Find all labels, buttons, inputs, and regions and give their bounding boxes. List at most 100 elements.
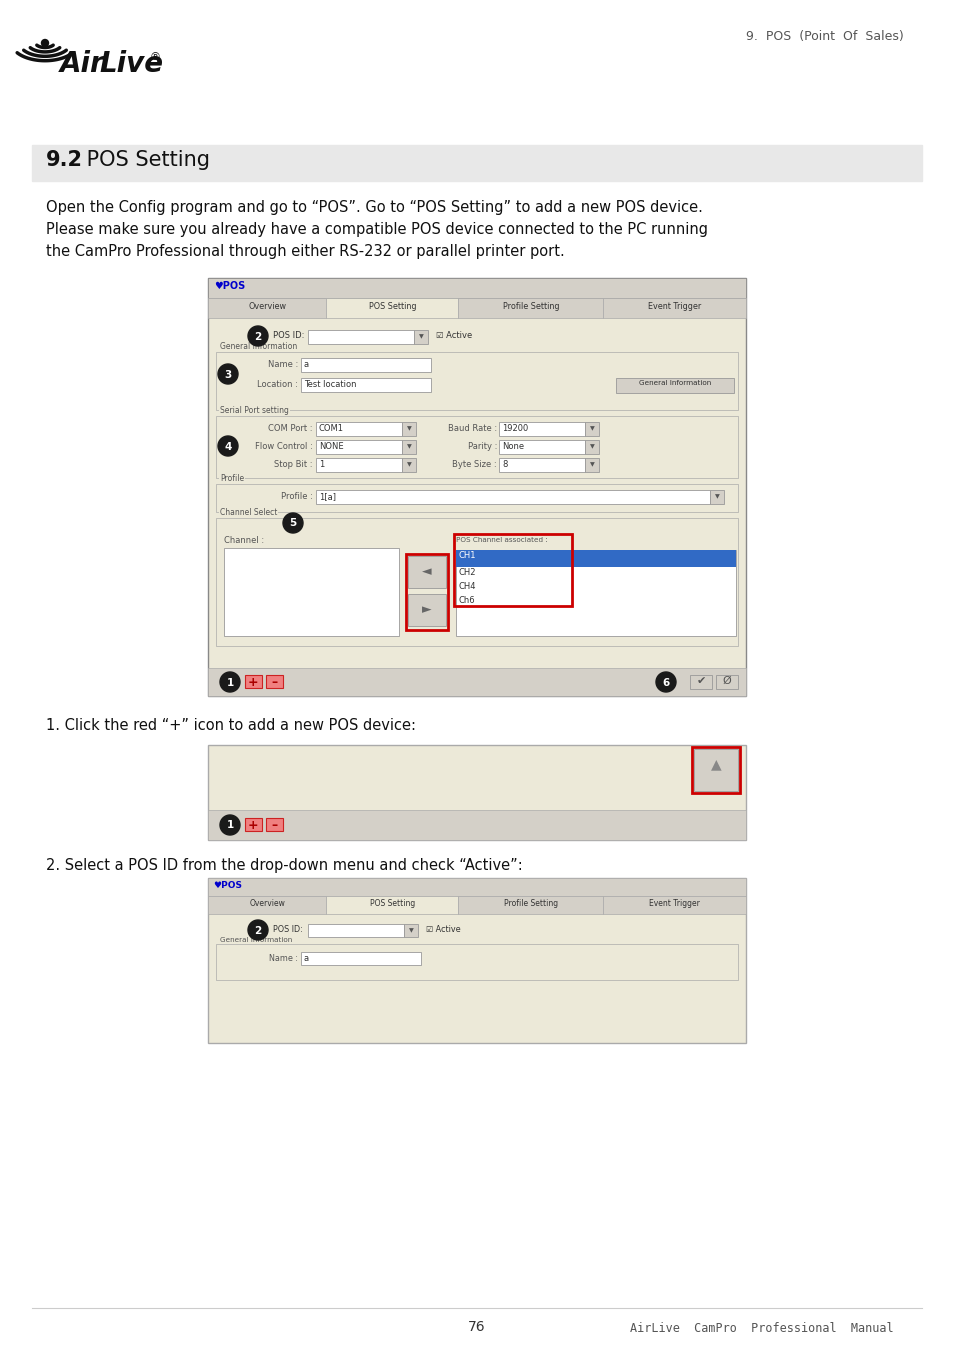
- Text: Channel Select: Channel Select: [220, 508, 277, 517]
- Bar: [691, 747, 740, 792]
- Text: a: a: [304, 954, 309, 963]
- Text: POS Setting: POS Setting: [80, 150, 210, 170]
- Bar: [208, 810, 745, 840]
- Text: 8: 8: [501, 460, 507, 468]
- Text: ▼: ▼: [589, 463, 594, 467]
- Bar: [401, 458, 416, 472]
- Text: Profile Setting: Profile Setting: [503, 899, 558, 909]
- Bar: [208, 278, 745, 298]
- Bar: [498, 423, 584, 436]
- Text: 2: 2: [254, 926, 261, 936]
- Text: Baud Rate :: Baud Rate :: [447, 424, 497, 433]
- Bar: [406, 554, 448, 630]
- Text: the CamPro Professional through either RS-232 or parallel printer port.: the CamPro Professional through either R…: [46, 244, 564, 259]
- Circle shape: [248, 919, 268, 940]
- Circle shape: [218, 436, 237, 456]
- Text: 9.2: 9.2: [46, 150, 83, 170]
- Bar: [326, 896, 457, 914]
- Text: Open the Config program and go to “POS”. Go to “POS Setting” to add a new POS de: Open the Config program and go to “POS”.…: [46, 200, 702, 215]
- Bar: [414, 329, 428, 344]
- Text: ▼: ▼: [589, 444, 594, 450]
- Bar: [208, 668, 745, 697]
- Text: +: +: [248, 676, 258, 688]
- Text: CH1: CH1: [458, 551, 476, 560]
- Text: ◄: ◄: [422, 566, 432, 578]
- Text: 6: 6: [661, 678, 669, 687]
- Text: Name :: Name :: [268, 360, 297, 369]
- Text: ☑ Active: ☑ Active: [426, 925, 460, 934]
- Bar: [208, 896, 326, 914]
- Bar: [401, 440, 416, 454]
- Bar: [215, 416, 738, 478]
- Bar: [408, 556, 446, 589]
- Text: ▼: ▼: [406, 427, 411, 432]
- Text: Name :: Name :: [269, 954, 297, 963]
- Text: POS Setting: POS Setting: [368, 302, 416, 311]
- Text: Byte Size :: Byte Size :: [452, 460, 497, 468]
- Text: POS ID:: POS ID:: [273, 331, 304, 340]
- Text: Flow Control :: Flow Control :: [255, 441, 313, 451]
- Bar: [308, 329, 414, 344]
- Text: ▼: ▼: [418, 335, 423, 339]
- Bar: [403, 923, 417, 937]
- Bar: [308, 923, 403, 937]
- Text: a: a: [304, 360, 309, 369]
- Text: POS ID:: POS ID:: [273, 925, 302, 934]
- Text: Event Trigger: Event Trigger: [649, 899, 700, 909]
- Bar: [266, 675, 283, 688]
- Bar: [401, 423, 416, 436]
- Text: Channel :: Channel :: [224, 536, 264, 545]
- Text: 2: 2: [254, 332, 261, 342]
- Bar: [709, 490, 723, 504]
- Bar: [32, 144, 921, 181]
- Circle shape: [248, 325, 268, 346]
- Text: Profile :: Profile :: [281, 491, 313, 501]
- Bar: [457, 298, 603, 319]
- Text: 76: 76: [468, 1320, 485, 1334]
- Text: CH4: CH4: [458, 582, 476, 591]
- Bar: [315, 458, 401, 472]
- Bar: [456, 549, 735, 567]
- Bar: [301, 358, 431, 373]
- Text: Serial Port setting: Serial Port setting: [220, 406, 289, 414]
- Text: ✔: ✔: [696, 676, 705, 686]
- Text: Overview: Overview: [248, 302, 286, 311]
- Text: ▼: ▼: [408, 927, 413, 933]
- Circle shape: [218, 364, 237, 383]
- Text: ☑ Active: ☑ Active: [436, 331, 472, 340]
- Bar: [315, 490, 709, 504]
- Text: General Information: General Information: [639, 379, 710, 386]
- Bar: [224, 548, 398, 636]
- Circle shape: [283, 513, 303, 533]
- Bar: [603, 298, 745, 319]
- Text: ®: ®: [150, 53, 161, 62]
- Bar: [457, 896, 603, 914]
- Text: Stop Bit :: Stop Bit :: [274, 460, 313, 468]
- Text: 3: 3: [224, 370, 232, 379]
- Bar: [208, 878, 745, 896]
- Bar: [498, 440, 584, 454]
- Text: Ch6: Ch6: [458, 595, 476, 605]
- Text: CH2: CH2: [458, 568, 476, 576]
- Bar: [498, 458, 584, 472]
- Bar: [215, 518, 738, 647]
- Bar: [716, 675, 738, 688]
- Text: Parity :: Parity :: [467, 441, 497, 451]
- Text: COM1: COM1: [318, 424, 344, 433]
- Bar: [245, 675, 262, 688]
- Text: 1: 1: [226, 821, 233, 830]
- Text: POS Channel associated :: POS Channel associated :: [456, 537, 547, 543]
- Text: ▼: ▼: [589, 427, 594, 432]
- Bar: [454, 535, 572, 606]
- Bar: [315, 440, 401, 454]
- Text: None: None: [501, 441, 523, 451]
- Text: Overview: Overview: [249, 899, 285, 909]
- Text: Air: Air: [60, 50, 105, 78]
- Text: 2. Select a POS ID from the drop-down menu and check “Active”:: 2. Select a POS ID from the drop-down me…: [46, 859, 522, 873]
- Bar: [215, 352, 738, 410]
- Bar: [208, 278, 745, 697]
- Text: 5: 5: [289, 518, 296, 528]
- Text: General Information: General Information: [220, 342, 297, 351]
- Bar: [584, 440, 598, 454]
- Text: 9.  POS  (Point  Of  Sales): 9. POS (Point Of Sales): [745, 30, 903, 43]
